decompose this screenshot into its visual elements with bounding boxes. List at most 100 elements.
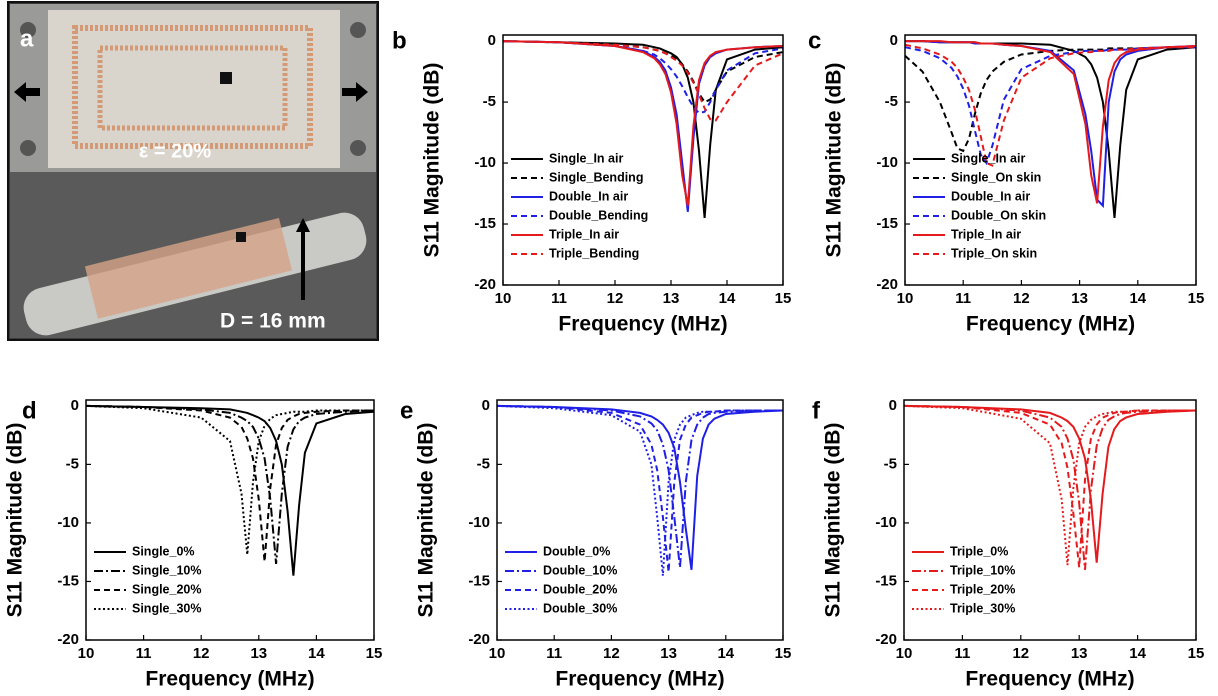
y-tick-label: -20 xyxy=(474,276,496,293)
y-tick-label: -5 xyxy=(483,93,496,110)
y-tick-label: -5 xyxy=(884,455,897,472)
x-axis-label: Frequency (MHz) xyxy=(965,668,1134,691)
series-line xyxy=(496,404,783,573)
x-tick-label: 12 xyxy=(1012,645,1029,662)
legend-label: Triple_10% xyxy=(950,563,1015,577)
y-tick-label: -20 xyxy=(468,631,490,648)
y-tick-label: -15 xyxy=(57,572,79,589)
x-tick-label: 10 xyxy=(489,645,506,662)
y-tick-label: -10 xyxy=(876,154,898,171)
legend-label: Double_In air xyxy=(951,189,1030,203)
series-line xyxy=(502,40,784,122)
y-tick-label: -20 xyxy=(876,276,898,293)
legend-label: Single_0% xyxy=(132,544,195,558)
y-tick-label: 0 xyxy=(488,32,496,49)
y-tick-label: -5 xyxy=(66,455,79,472)
legend-label: Double_In air xyxy=(549,189,628,203)
plot-frame xyxy=(904,34,1197,286)
series-line xyxy=(903,404,1196,570)
legend-label: Triple_In air xyxy=(951,227,1021,241)
strain-label: ε = 20% xyxy=(139,140,212,162)
y-tick-label: -15 xyxy=(876,215,898,232)
legend-label: Single_20% xyxy=(132,582,201,596)
legend-label: Double_10% xyxy=(543,563,617,577)
series-line xyxy=(903,404,1196,568)
y-axis-label: S11 Magnitude (dB) xyxy=(822,423,845,618)
series-line xyxy=(85,404,374,562)
arrow-left xyxy=(14,82,40,102)
chart: d 10 11 12 13 14 15 -20 -15 -10 -5 0 Frequency (MHz)… xyxy=(4,397,383,691)
x-axis-label: Frequency (MHz) xyxy=(558,313,727,336)
legend-label: Double_On skin xyxy=(951,208,1046,222)
x-tick-label: 14 xyxy=(1129,645,1146,662)
series-line xyxy=(904,46,1196,153)
legend-label: Single_In air xyxy=(549,151,623,165)
x-tick-label: 13 xyxy=(250,645,267,662)
screw xyxy=(350,22,366,38)
series-line xyxy=(496,404,783,568)
y-axis-label: S11 Magnitude (dB) xyxy=(415,423,438,618)
legend-label: Double_30% xyxy=(543,601,617,615)
legend-label: Triple_0% xyxy=(950,544,1008,558)
chip xyxy=(220,72,232,84)
x-tick-label: 11 xyxy=(955,290,971,307)
panel-label: c xyxy=(808,27,821,54)
chart: b 10 11 12 13 14 15 -20 -15 -10 -5 0 Frequency (MHz)… xyxy=(392,27,791,335)
panel-label: e xyxy=(400,397,413,424)
series-line xyxy=(496,404,784,570)
x-tick-label: 15 xyxy=(775,290,792,307)
x-tick-label: 13 xyxy=(1071,645,1088,662)
series-line xyxy=(85,404,375,576)
series-line xyxy=(903,404,1196,566)
screw xyxy=(20,22,36,38)
x-tick-label: 11 xyxy=(954,645,970,662)
series-line xyxy=(502,40,784,212)
series-line xyxy=(502,40,784,206)
legend-label: Triple_30% xyxy=(950,601,1015,615)
x-tick-label: 12 xyxy=(193,645,210,662)
legend-label: Triple_Bending xyxy=(549,246,639,260)
x-axis-label: Frequency (MHz) xyxy=(555,668,724,691)
stretch-substrate xyxy=(48,10,340,168)
x-tick-label: 13 xyxy=(1071,290,1088,307)
y-tick-label: -15 xyxy=(875,572,897,589)
panel-label: a xyxy=(20,25,34,52)
plot-frame xyxy=(496,399,784,641)
chip xyxy=(236,232,246,242)
x-tick-label: 15 xyxy=(1188,290,1205,307)
chart: f 10 11 12 13 14 15 -20 -15 -10 -5 0 Frequency (MHz)… xyxy=(812,397,1204,691)
y-tick-label: -15 xyxy=(468,572,490,589)
legend-label: Triple_20% xyxy=(950,582,1015,596)
coil xyxy=(72,25,313,149)
arrow-up xyxy=(296,218,310,300)
series-line xyxy=(903,404,1197,563)
plot-frame xyxy=(903,399,1197,641)
legend-label: Triple_In air xyxy=(549,227,619,241)
panel-label: d xyxy=(22,397,37,424)
y-tick-label: 0 xyxy=(890,32,898,49)
x-tick-label: 14 xyxy=(717,645,734,662)
legend-label: Single_10% xyxy=(132,563,201,577)
legend-label: Double_Bending xyxy=(549,208,648,222)
x-tick-label: 15 xyxy=(775,645,792,662)
series-line xyxy=(85,404,375,564)
x-tick-label: 13 xyxy=(663,290,680,307)
x-tick-label: 11 xyxy=(136,645,152,662)
y-tick-label: -10 xyxy=(468,514,490,531)
x-tick-label: 12 xyxy=(1013,290,1030,307)
y-tick-label: 0 xyxy=(889,397,897,414)
x-tick-label: 11 xyxy=(551,290,567,307)
x-tick-label: 12 xyxy=(603,645,620,662)
plot-frame xyxy=(502,34,784,286)
x-tick-label: 10 xyxy=(495,290,512,307)
legend-label: Double_20% xyxy=(543,582,617,596)
legend-label: Single_Bending xyxy=(549,170,643,184)
y-tick-label: -20 xyxy=(875,631,897,648)
series-line xyxy=(496,404,783,576)
x-tick-label: 14 xyxy=(308,645,325,662)
series-line xyxy=(904,43,1196,167)
x-tick-label: 11 xyxy=(546,645,562,662)
legend-label: Single_On skin xyxy=(951,170,1041,184)
legend-label: Single_30% xyxy=(132,601,201,615)
